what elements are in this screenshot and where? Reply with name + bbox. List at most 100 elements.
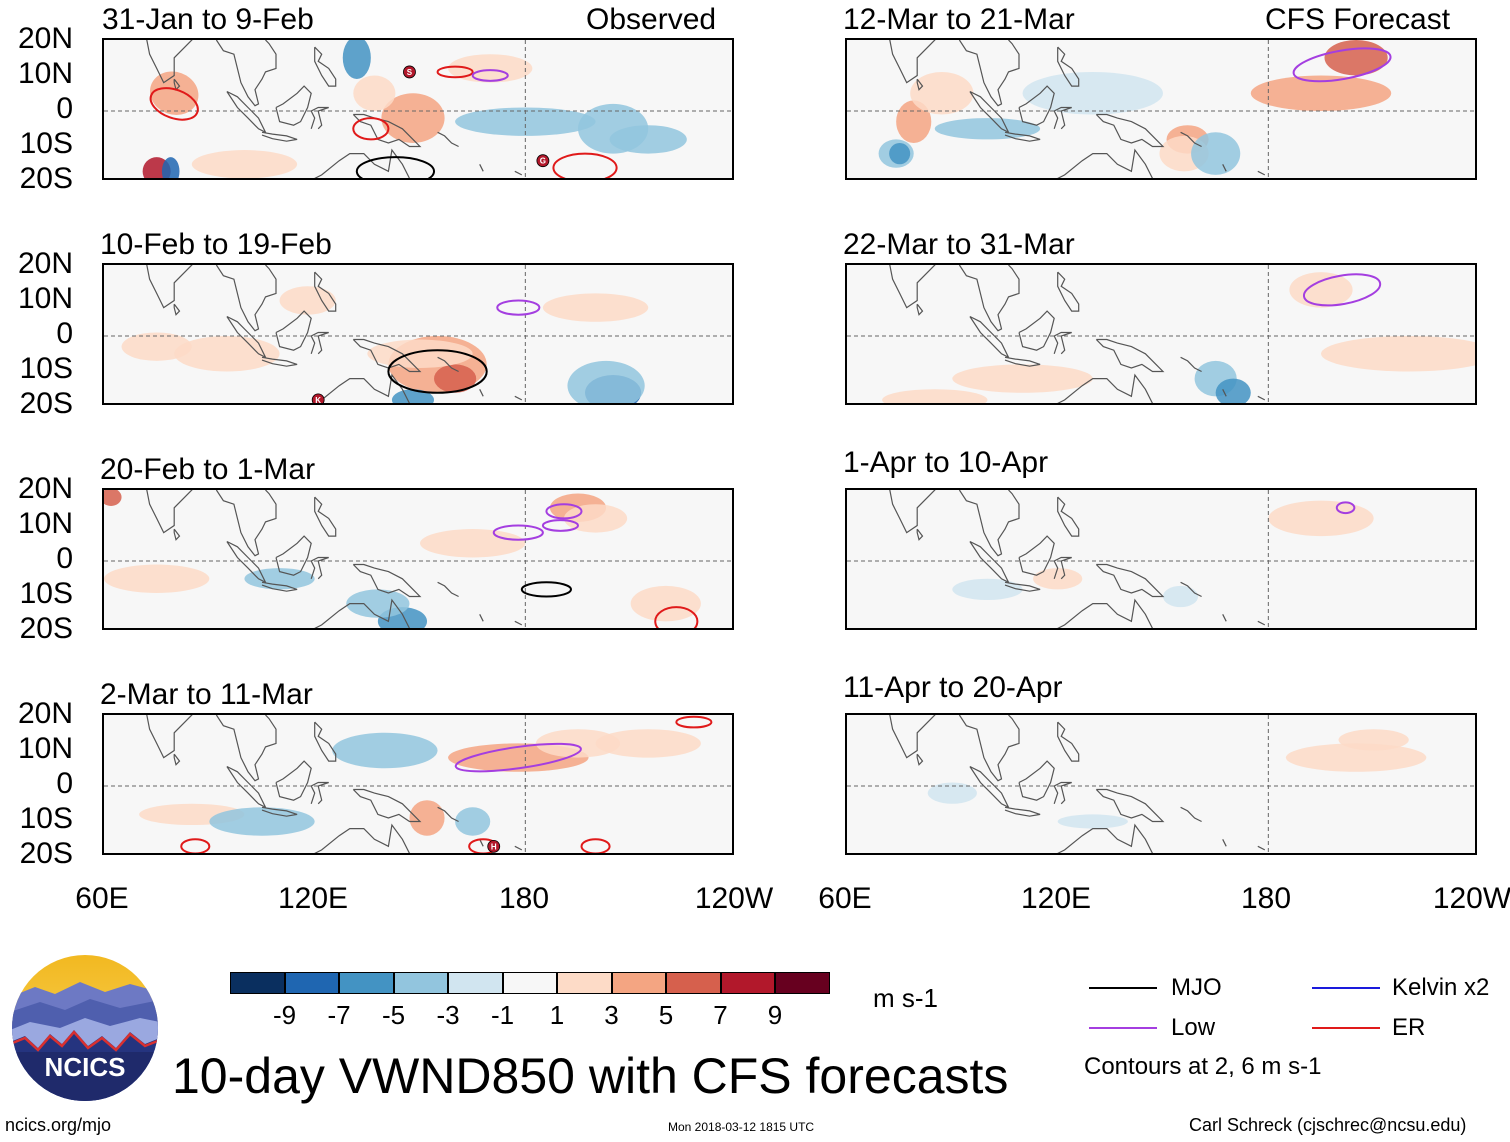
anomaly-blob xyxy=(1191,132,1241,175)
contour-mjo xyxy=(387,349,488,394)
coastlines xyxy=(146,715,523,853)
legend-line-mjo xyxy=(1089,987,1157,989)
coastline xyxy=(146,265,193,309)
colorbar-label: 7 xyxy=(713,1000,728,1030)
storm-letter: G xyxy=(540,157,546,166)
panel-map xyxy=(847,715,1475,853)
coastline xyxy=(310,781,329,805)
storm-symbol xyxy=(311,393,325,403)
anomaly-blob xyxy=(1321,336,1475,372)
lat-tick: 0 xyxy=(56,542,73,575)
coastline xyxy=(146,490,193,534)
coastline xyxy=(173,528,181,541)
lon-tick: 180 xyxy=(498,882,550,915)
coastline xyxy=(215,715,277,782)
coastline xyxy=(1053,781,1072,805)
anomaly-blob xyxy=(121,332,192,361)
coastline xyxy=(314,46,337,87)
anomaly-blob xyxy=(1250,75,1392,111)
coastline xyxy=(1257,395,1266,401)
footer-center: Mon 2018-03-12 1815 UTC xyxy=(668,1120,815,1134)
anomaly-blob xyxy=(1285,743,1427,772)
coastline xyxy=(1018,535,1055,576)
lat-tick: 20S xyxy=(19,387,73,420)
coastline xyxy=(958,265,1020,332)
contour-er xyxy=(580,838,611,853)
contour-er xyxy=(436,65,474,79)
lat-tick: 10S xyxy=(19,577,73,610)
anomaly-blob xyxy=(346,589,410,618)
coastline xyxy=(1057,823,1153,853)
legend-line-er xyxy=(1312,1027,1380,1029)
coastline xyxy=(314,373,410,403)
coastline xyxy=(314,598,410,628)
lat-tick: 20S xyxy=(19,612,73,645)
colorbar-swatch xyxy=(611,972,666,994)
coastline xyxy=(437,581,459,598)
colorbar-swatch xyxy=(775,972,830,994)
coastline xyxy=(916,78,924,91)
colorbar-swatch xyxy=(230,972,285,994)
anomaly-blob xyxy=(342,40,371,80)
anomaly-blob xyxy=(1338,729,1409,751)
coastlines xyxy=(889,715,1266,853)
anomaly-blob xyxy=(1289,272,1353,308)
coastline xyxy=(437,356,459,373)
lat-tick: 0 xyxy=(56,92,73,125)
coastline xyxy=(514,170,523,176)
anomaly-blob xyxy=(434,364,477,393)
lat-tick: 20S xyxy=(19,837,73,870)
colorbar-label: -5 xyxy=(381,1000,406,1030)
lon-tick: 120W xyxy=(1432,882,1510,915)
coastline xyxy=(437,131,459,148)
panel-map xyxy=(847,40,1475,178)
contour-low xyxy=(471,69,509,82)
contour-low xyxy=(492,524,544,541)
colorbar-swatch xyxy=(557,972,612,994)
lat-tick: 0 xyxy=(56,767,73,800)
coastline xyxy=(1180,581,1202,598)
coastline xyxy=(969,540,1010,584)
anomaly-blob xyxy=(409,800,445,836)
panel-title-6: 22-Mar to 31-Mar xyxy=(843,228,1075,261)
coastline xyxy=(479,389,484,397)
colorbar-units: m s-1 xyxy=(873,983,938,1013)
colorbar-swatch xyxy=(720,972,775,994)
panel-title-5: 12-Mar to 21-Mar xyxy=(843,3,1075,36)
coastline xyxy=(437,806,459,823)
legend-label-kelvin: Kelvin x2 xyxy=(1392,974,1490,1001)
coastline xyxy=(479,164,484,172)
coastline xyxy=(1057,598,1153,628)
contour-er xyxy=(149,87,199,121)
lon-tick: 120E xyxy=(277,882,349,915)
storm-letter: K xyxy=(315,396,321,405)
panel-observed-4: H xyxy=(102,713,734,855)
panel-forecast-3 xyxy=(845,488,1477,630)
storm-symbol xyxy=(536,154,550,168)
panel-title-4: 2-Mar to 11-Mar xyxy=(100,678,313,711)
anomaly-blob xyxy=(927,782,977,804)
anomaly-blob xyxy=(367,339,473,368)
coastline xyxy=(261,806,298,817)
coastline xyxy=(1018,310,1055,351)
colorbar-label: 9 xyxy=(767,1000,783,1030)
coastline xyxy=(1018,85,1055,126)
anomaly-blob xyxy=(1268,500,1374,537)
colorbar-swatch xyxy=(448,972,503,994)
coastline xyxy=(1004,806,1041,817)
anomaly-blob xyxy=(1033,568,1083,590)
panel-observed-3 xyxy=(102,488,734,630)
contour-mjo xyxy=(355,156,436,178)
anomaly-blob xyxy=(455,107,596,136)
coastline xyxy=(1004,131,1041,142)
lat-tick: 20N xyxy=(17,22,73,55)
lat-tick: 20N xyxy=(17,697,73,730)
footer-left: ncics.org/mjo xyxy=(5,1115,112,1135)
panel-title-3: 20-Feb to 1-Mar xyxy=(100,453,316,486)
coastline xyxy=(1180,356,1202,373)
coastline xyxy=(1257,170,1266,176)
anomaly-blob xyxy=(952,578,1023,601)
lat-tick: 10S xyxy=(19,127,73,160)
coastline xyxy=(1057,373,1153,403)
coastline xyxy=(314,148,410,178)
